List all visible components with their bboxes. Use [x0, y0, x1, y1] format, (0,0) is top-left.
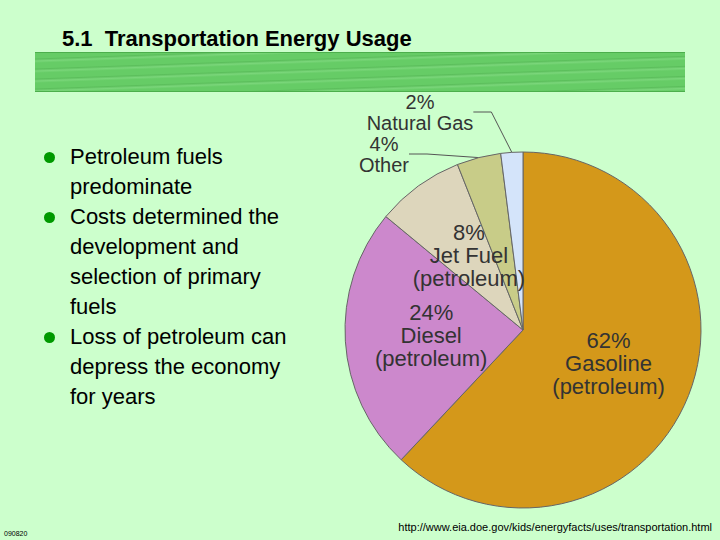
svg-text:Other: Other [359, 154, 409, 176]
html-text:Costs determined the developme: Costs determined the development and sel… [70, 204, 280, 319]
svg-text:Diesel: Diesel [401, 323, 462, 348]
html-text:Loss of petroleum can depress: Loss of petroleum can depress the econom… [70, 324, 287, 409]
svg-text:2%: 2% [406, 91, 435, 113]
svg-text:62%: 62% [587, 328, 631, 353]
svg-text:Gasoline: Gasoline [565, 351, 652, 376]
svg-text:8%: 8% [453, 220, 485, 245]
html-text:090820: 090820 [4, 530, 28, 537]
svg-text:Jet Fuel: Jet Fuel [430, 243, 508, 268]
svg-text:(petroleum): (petroleum) [413, 266, 525, 291]
svg-text:24%: 24% [409, 300, 453, 325]
svg-text:4%: 4% [370, 133, 399, 155]
svg-text:(petroleum): (petroleum) [552, 374, 664, 399]
html-text:http://www.eia.doe.gov/kids/en: http://www.eia.doe.gov/kids/energyfacts/… [398, 521, 712, 533]
svg-text:(petroleum): (petroleum) [375, 346, 487, 371]
html-text:5.1 Transportation Energy Usag: 5.1 Transportation Energy Usage [62, 26, 412, 51]
svg-text:Natural Gas: Natural Gas [367, 112, 474, 134]
html-text:Petroleum fuels predominate: Petroleum fuels predominate [70, 144, 223, 199]
